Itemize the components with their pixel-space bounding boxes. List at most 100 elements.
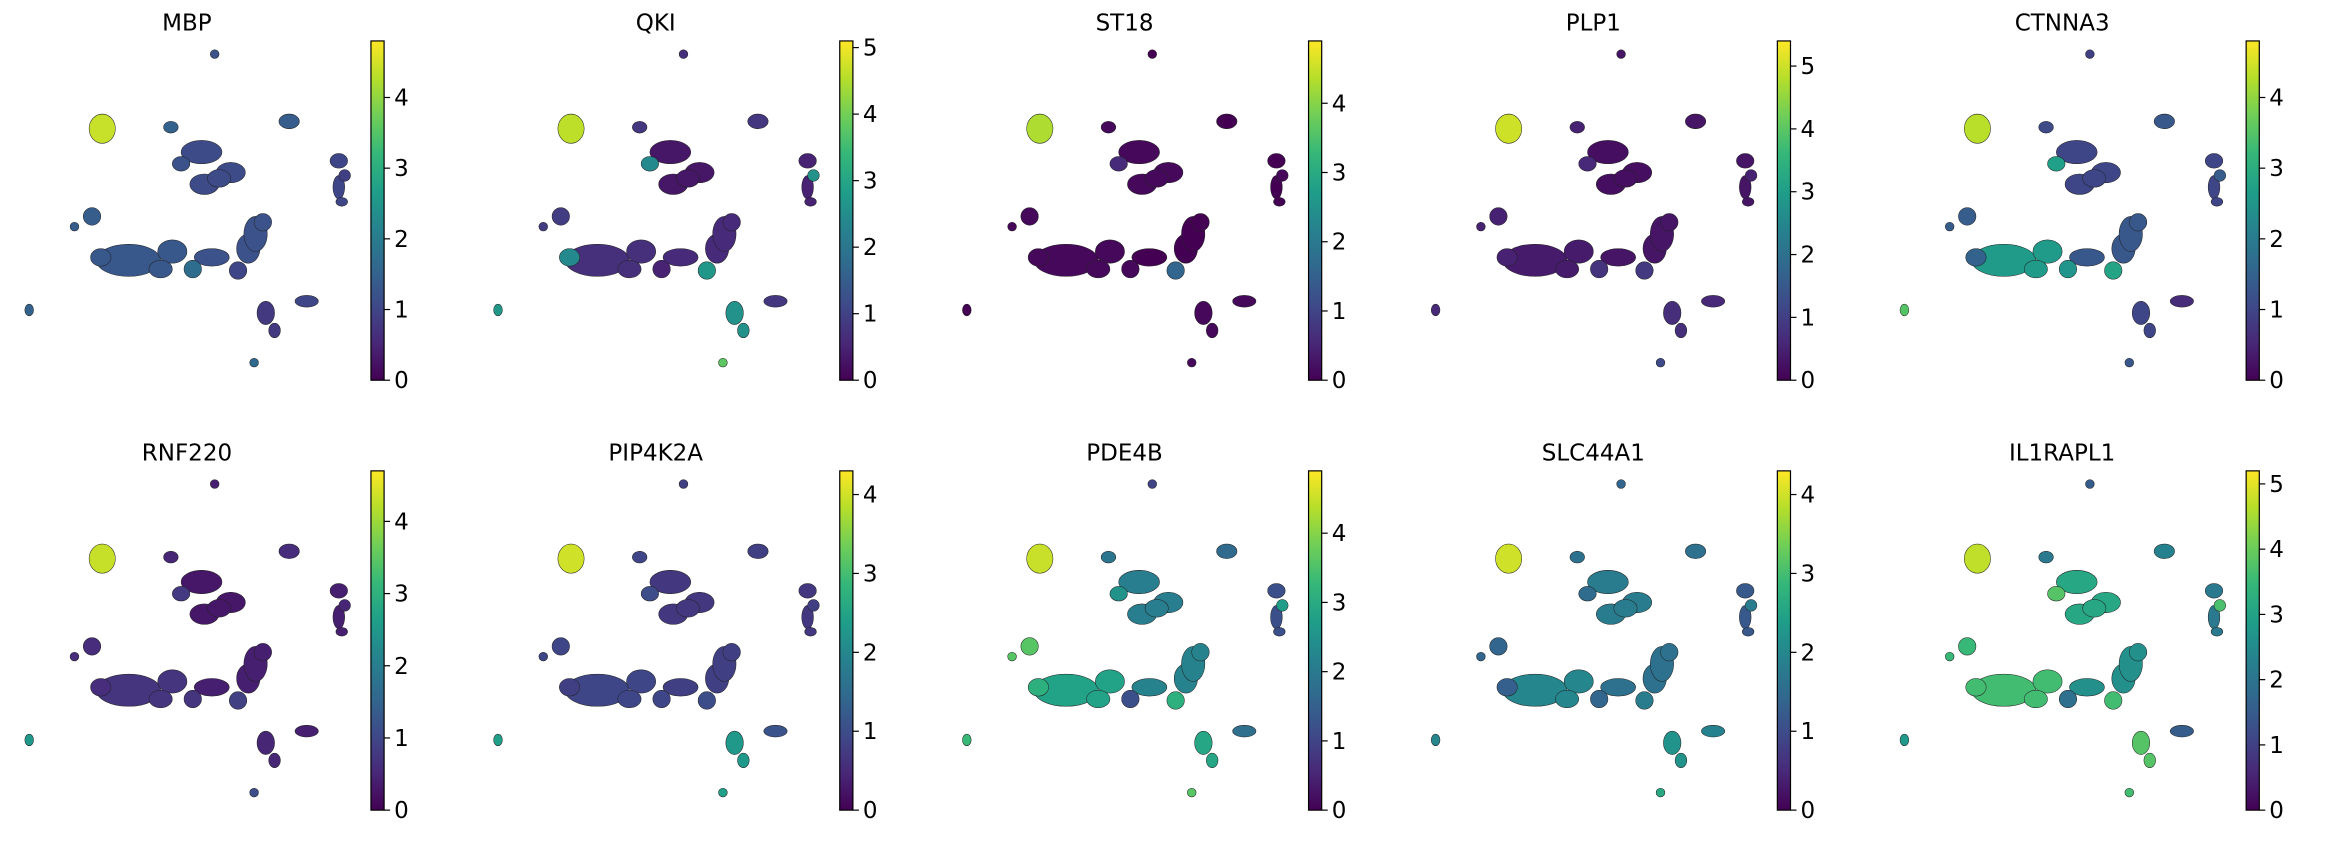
colorbar-tick-label: 4	[863, 483, 878, 509]
cluster-c6-point-0	[1267, 153, 1286, 169]
cluster-c1-point-0	[557, 113, 585, 144]
umap-panel-mbp: MBP 0 1 2 3 4	[24, 11, 409, 394]
colorbar-tick-label: 0	[1800, 798, 1815, 824]
cluster-c16-point-0	[2047, 156, 2066, 172]
umap-panel-rnf220: RNF220 0 1 2 3 4	[24, 441, 409, 824]
scatter-area	[1899, 49, 2226, 368]
colorbar	[1777, 40, 1791, 381]
cluster-c9-point-0	[662, 678, 699, 697]
colorbar-tick-label: 4	[1332, 91, 1347, 117]
colorbar-tick-label: 1	[2269, 733, 2284, 759]
cluster-c13-point-0	[249, 358, 259, 368]
cluster-c1-point-0	[1964, 543, 1991, 574]
cluster-c9-point-0	[2069, 678, 2105, 697]
cluster-c4-point-0	[649, 140, 692, 165]
cluster-c15-point-0	[2104, 261, 2123, 280]
cluster-c9-point-3	[1660, 213, 1679, 232]
scatter-area	[24, 49, 351, 368]
colorbar	[839, 40, 853, 381]
colorbar-frame	[1776, 470, 1792, 811]
panel-title: SLC44A1	[1542, 441, 1645, 467]
cluster-c16-point-0	[1109, 156, 1128, 172]
colorbar-tick-label: 3	[863, 169, 878, 195]
colorbar-frame	[370, 40, 385, 381]
cluster-c17-point-0	[1965, 678, 1987, 697]
scatter-area	[24, 479, 351, 798]
cluster-c14-point-0	[2058, 689, 2077, 709]
cluster-c8-point-1	[626, 669, 656, 694]
cluster-c6-point-2	[2210, 627, 2224, 637]
cluster-c8-point-1	[157, 239, 188, 264]
cluster-c10-point-0	[1899, 733, 1910, 747]
panel-title: IL1RAPL1	[2009, 441, 2115, 467]
cluster-c9-point-3	[722, 213, 741, 232]
colorbar-tick-label: 5	[1800, 54, 1815, 80]
cluster-c13-point-0	[2124, 787, 2134, 798]
cluster-c3-point-0	[1100, 121, 1117, 134]
cluster-c9-point-3	[253, 213, 272, 232]
umap-panel-plp1: PLP1 0 1 2 3 4 5	[1430, 11, 1815, 394]
cluster-c13-point-0	[2124, 358, 2134, 368]
cluster-c4-point-3	[2082, 599, 2107, 618]
cluster-c9-point-3	[1191, 643, 1210, 662]
cluster-c5-point-0	[1685, 113, 1707, 129]
cluster-c4-point-3	[1613, 169, 1638, 188]
umap-panel-st18: ST18 0 1 2 3 4	[962, 11, 1346, 394]
cluster-c9-point-3	[253, 643, 272, 662]
cluster-c5-point-0	[2153, 543, 2175, 559]
cluster-c17-point-0	[90, 678, 112, 697]
panel-title: MBP	[162, 11, 212, 37]
colorbar-frame	[1776, 40, 1792, 381]
cluster-c17-point-0	[559, 678, 581, 697]
colorbar-tick-label: 1	[863, 302, 878, 328]
cluster-c10-point-0	[1899, 303, 1910, 317]
umap-panel-pde4b: PDE4B 0 1 2 3 4	[962, 441, 1346, 824]
cluster-c7-point-1	[69, 222, 80, 232]
cluster-c2-point-0	[1616, 49, 1626, 59]
colorbar-tick-label: 0	[1332, 798, 1347, 824]
cluster-c9-point-0	[193, 248, 230, 267]
cluster-c8-point-2	[617, 689, 642, 709]
scatter-area	[1430, 479, 1758, 798]
panel-title: CTNNA3	[2015, 11, 2110, 37]
cluster-c8-point-2	[1086, 260, 1111, 279]
cluster-c14-point-0	[652, 689, 671, 709]
cluster-c11-point-0	[725, 300, 744, 325]
cluster-c8-point-1	[1095, 669, 1125, 694]
colorbar-tick-label: 1	[394, 298, 409, 324]
colorbar	[839, 470, 853, 811]
cluster-c11-point-0	[1663, 730, 1682, 755]
cluster-c7-point-1	[1945, 222, 1955, 232]
cluster-c1-point-0	[1495, 113, 1523, 144]
cluster-c7-point-1	[1476, 222, 1486, 232]
cluster-c6-point-0	[2205, 153, 2224, 169]
cluster-c18-point-0	[338, 169, 351, 182]
cluster-c5-point-0	[2153, 113, 2175, 129]
cluster-c12-point-0	[763, 725, 788, 738]
cluster-c11-point-0	[2131, 300, 2151, 325]
cluster-c6-point-0	[1267, 583, 1286, 599]
colorbar-tick-label: 0	[394, 368, 409, 394]
colorbar-tick-label: 0	[1332, 368, 1347, 394]
colorbar-tick-label: 2	[1332, 660, 1347, 686]
cluster-c14-point-0	[1590, 689, 1609, 709]
cluster-c6-point-0	[329, 153, 348, 169]
cluster-c9-point-0	[1600, 248, 1636, 267]
colorbar	[1308, 40, 1322, 381]
cluster-c11-point-1	[1206, 322, 1219, 339]
umap-panel-ctnna3: CTNNA3 0 1 2 3 4	[1899, 11, 2284, 394]
cluster-c4-point-0	[180, 570, 223, 594]
cluster-c16-point-0	[640, 156, 659, 172]
colorbar	[2246, 40, 2260, 381]
cluster-c18-point-0	[338, 599, 351, 612]
scatter-area	[493, 479, 820, 798]
colorbar-tick-label: 0	[2269, 798, 2284, 824]
colorbar-tick-label: 4	[1800, 117, 1815, 143]
scatter-area	[962, 479, 1289, 798]
cluster-c11-point-0	[1194, 730, 1213, 755]
colorbar-tick-label: 4	[394, 509, 409, 535]
cluster-c4-point-0	[1587, 570, 1629, 594]
cluster-c8-point-1	[2032, 669, 2063, 694]
cluster-c2-point-0	[1147, 479, 1157, 489]
colorbar-tick-label: 3	[1332, 160, 1347, 186]
